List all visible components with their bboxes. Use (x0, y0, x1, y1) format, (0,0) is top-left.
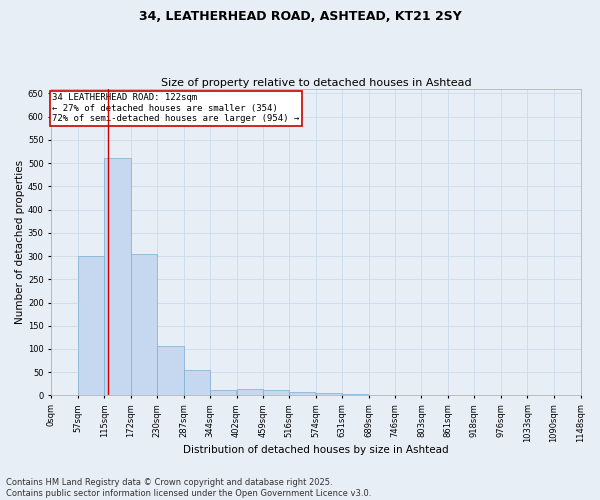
Bar (77, 256, 104, 396)
Bar (342, 394, 368, 396)
Bar (236, 390, 263, 396)
Text: 34 LEATHERHEAD ROAD: 122sqm
← 27% of detached houses are smaller (354)
72% of se: 34 LEATHERHEAD ROAD: 122sqm ← 27% of det… (52, 94, 299, 123)
Y-axis label: Number of detached properties: Number of detached properties (15, 160, 25, 324)
Bar (131, 254, 157, 396)
Bar (51, 394, 77, 396)
Bar (263, 390, 289, 396)
Bar (316, 392, 342, 396)
Text: 34, LEATHERHEAD ROAD, ASHTEAD, KT21 2SY: 34, LEATHERHEAD ROAD, ASHTEAD, KT21 2SY (139, 10, 461, 23)
Bar (157, 346, 184, 396)
Bar (104, 158, 131, 396)
X-axis label: Distribution of detached houses by size in Ashtead: Distribution of detached houses by size … (183, 445, 449, 455)
Bar (289, 392, 316, 396)
Bar (210, 390, 236, 396)
Title: Size of property relative to detached houses in Ashtead: Size of property relative to detached ho… (161, 78, 471, 88)
Bar (184, 370, 210, 396)
Text: Contains HM Land Registry data © Crown copyright and database right 2025.
Contai: Contains HM Land Registry data © Crown c… (6, 478, 371, 498)
